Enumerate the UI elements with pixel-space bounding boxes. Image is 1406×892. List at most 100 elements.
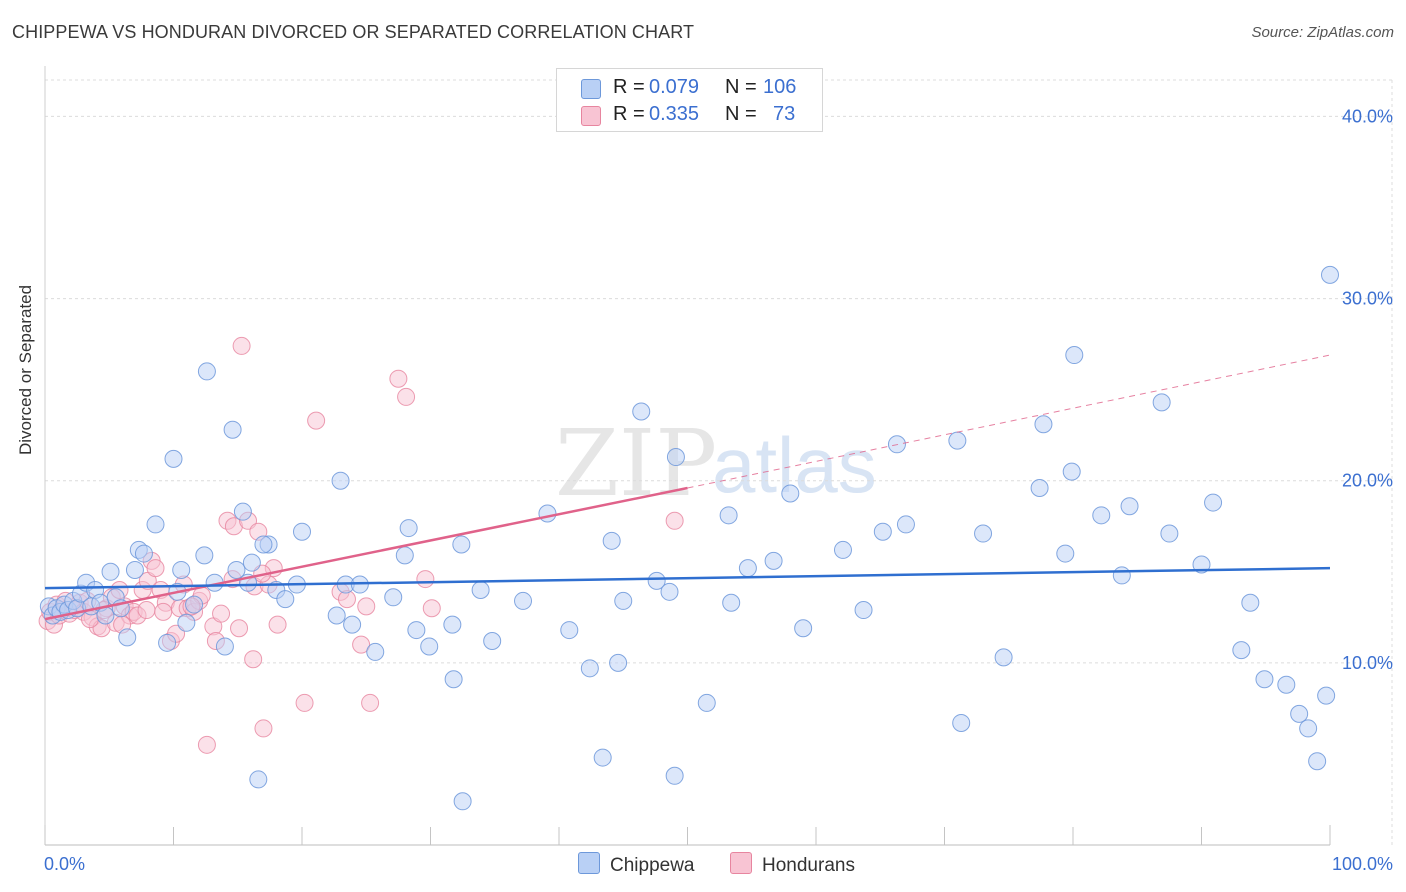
chippewa-point: [420, 637, 439, 656]
bottom-legend-chippewa: Chippewa: [578, 852, 695, 877]
y-tick-label: 10.0%: [1342, 653, 1393, 673]
y-tick-label: 20.0%: [1342, 471, 1393, 491]
source-label: Source: ZipAtlas.com: [1251, 24, 1394, 41]
chippewa-point: [1192, 555, 1211, 574]
axes: [44, 66, 1331, 846]
hondurans-point: [197, 735, 216, 754]
hondurans-point: [357, 597, 376, 616]
hondurans-point: [352, 635, 371, 654]
hondurans-point: [307, 411, 326, 430]
chippewa-point: [1308, 752, 1327, 771]
chippewa-point: [185, 595, 204, 614]
chippewa-point: [665, 766, 684, 785]
hondurans-point: [389, 369, 408, 388]
chippewa-point: [197, 362, 216, 381]
chippewa-point: [580, 659, 599, 678]
chippewa-point: [1255, 670, 1274, 689]
hondurans-trend-line: [44, 486, 688, 621]
chippewa-point: [452, 535, 471, 554]
chippewa-point: [101, 562, 120, 581]
chippewa-point: [331, 471, 350, 490]
legend-n-label: N =: [725, 103, 757, 125]
hondurans-point: [212, 604, 231, 623]
hondurans-point: [230, 619, 249, 638]
chippewa-point: [1321, 265, 1339, 284]
correlation-legend: R = 0.079 N = 106 R = 0.335 N = 73: [556, 68, 823, 132]
chippewa-point: [96, 606, 115, 625]
hondurans-point: [416, 570, 435, 589]
legend-swatch-chippewa: [581, 79, 601, 99]
chippewa-point: [1152, 393, 1171, 412]
chippewa-point: [952, 713, 971, 732]
bottom-legend-swatch-chippewa: [578, 852, 600, 874]
hondurans-point: [154, 602, 173, 621]
chippewa-trend-line: [44, 566, 1331, 590]
chippewa-point: [223, 420, 242, 439]
chippewa-point: [1034, 415, 1053, 434]
hondurans-point: [137, 601, 156, 620]
x-tick-label: 100.0%: [1332, 854, 1393, 874]
x-tick-label: 0.0%: [44, 854, 85, 874]
chippewa-point: [614, 591, 633, 610]
chippewa-point: [134, 544, 153, 563]
chippewa-point: [158, 633, 177, 652]
chippewa-point: [896, 515, 915, 534]
chippewa-point: [164, 449, 183, 468]
chippewa-point: [172, 560, 191, 579]
chart-title: CHIPPEWA VS HONDURAN DIVORCED OR SEPARAT…: [12, 22, 695, 42]
chippewa-point: [609, 653, 628, 672]
chippewa-point: [195, 546, 214, 565]
legend-r-label: R =: [613, 103, 645, 125]
chippewa-point: [764, 551, 783, 570]
chippewa-point: [948, 431, 967, 450]
chippewa-point: [483, 632, 502, 650]
chippewa-point: [471, 581, 490, 599]
chippewa-point: [1241, 593, 1260, 612]
chippewa-point: [366, 642, 385, 661]
chippewa-point: [146, 515, 165, 534]
chippewa-point: [794, 619, 813, 638]
tick-labels: 10.0% 20.0% 30.0% 40.0% 0.0% 100.0%: [44, 106, 1393, 874]
bottom-legend-hondurans: Hondurans: [730, 852, 855, 877]
chippewa-point: [293, 522, 311, 541]
hondurans-point: [665, 511, 684, 530]
legend-swatch-hondurans: [581, 106, 601, 126]
chippewa-point: [632, 402, 651, 421]
chippewa-point: [873, 522, 892, 541]
chippewa-point: [697, 693, 716, 712]
chippewa-point: [215, 637, 234, 656]
chippewa-point: [384, 588, 403, 607]
legend-n-value: 106: [763, 76, 797, 98]
y-tick-label: 40.0%: [1342, 106, 1393, 126]
chippewa-point: [249, 770, 268, 789]
chippewa-point: [1299, 719, 1318, 738]
hondurans-point: [361, 693, 380, 712]
legend-n-value: 73: [773, 103, 796, 125]
chippewa-point: [722, 593, 741, 612]
chippewa-point: [719, 506, 738, 525]
legend-r-value: 0.079: [649, 76, 700, 98]
chippewa-point: [1277, 675, 1296, 694]
chippewa-point: [453, 792, 472, 811]
chippewa-point: [227, 560, 246, 579]
chippewa-point: [660, 582, 679, 601]
chippewa-point: [538, 504, 557, 523]
chippewa-point: [1204, 493, 1223, 512]
chippewa-points: [39, 265, 1339, 811]
hondurans-point: [295, 693, 314, 712]
chippewa-point: [647, 571, 666, 590]
hondurans-point: [254, 719, 273, 738]
chippewa-point: [177, 613, 196, 632]
chippewa-point: [833, 540, 852, 559]
hondurans-point: [244, 650, 263, 669]
chippewa-point: [854, 601, 873, 620]
chippewa-point: [738, 559, 757, 578]
chippewa-point: [242, 553, 261, 572]
chippewa-point: [1290, 704, 1309, 723]
hondurans-point: [397, 387, 416, 406]
chippewa-point: [1065, 346, 1084, 365]
chippewa-point: [327, 606, 346, 625]
hondurans-point: [268, 615, 287, 634]
chippewa-point: [602, 531, 621, 550]
